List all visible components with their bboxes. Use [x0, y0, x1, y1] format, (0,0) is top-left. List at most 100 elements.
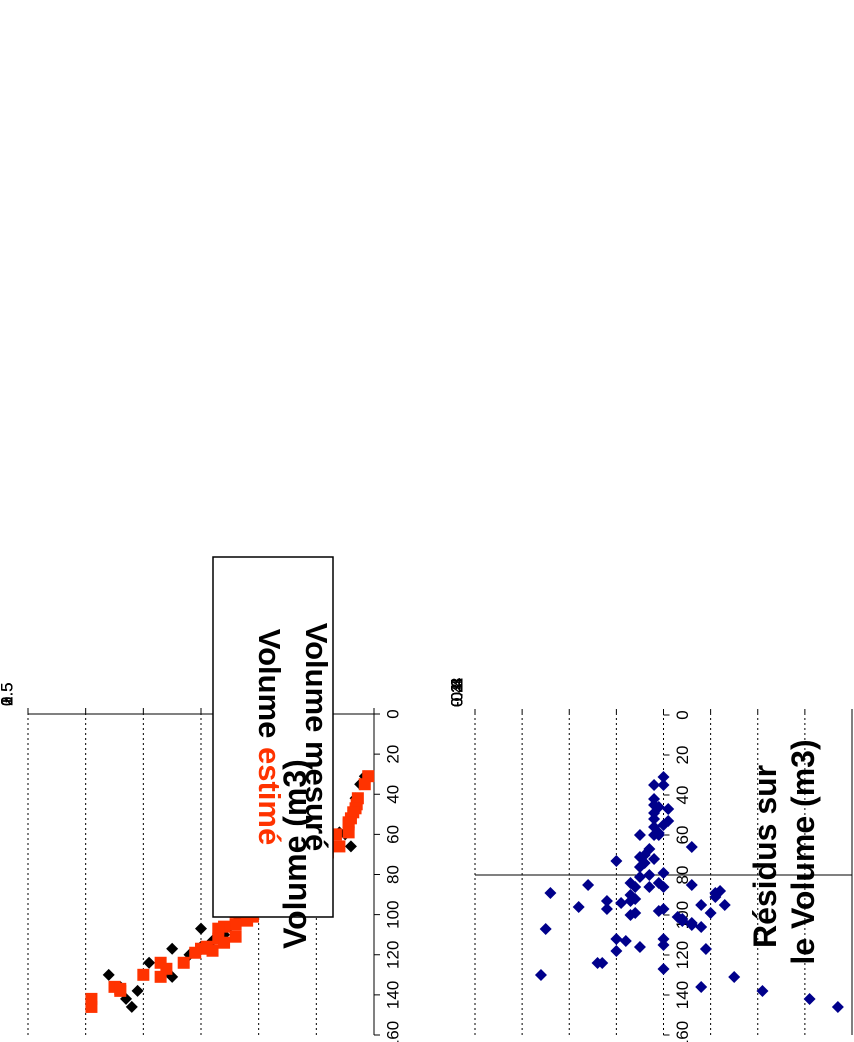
- data-point-residual: [671, 911, 684, 923]
- y-tick-label: 0.5: [0, 682, 16, 706]
- data-point-residual: [685, 879, 698, 891]
- data-point-residual: [600, 903, 613, 915]
- data-point-measured: [195, 922, 207, 935]
- data-point-estimated: [229, 930, 242, 943]
- data-point-residual: [633, 871, 646, 883]
- data-point-residual: [629, 893, 642, 905]
- data-point-residual: [657, 881, 670, 893]
- legend-box: [212, 556, 334, 918]
- data-point-estimated: [358, 778, 371, 791]
- y-axis-label: Volume (m3): [277, 759, 313, 949]
- x-tick-label: 160: [383, 1021, 402, 1042]
- data-point-residual: [648, 853, 661, 865]
- data-point-residual: [648, 779, 661, 791]
- data-point-residual: [662, 803, 675, 815]
- data-point-residual: [695, 899, 708, 911]
- x-tick-label: 40: [673, 786, 692, 805]
- data-point-estimated: [85, 1000, 98, 1013]
- y-tick-label: 2.5: [0, 682, 16, 706]
- data-point-estimated: [229, 918, 242, 931]
- data-point-residual: [544, 887, 557, 899]
- y-tick-label: 1: [0, 697, 16, 706]
- data-point-residual: [695, 921, 708, 933]
- data-point-residual: [582, 879, 595, 891]
- data-point-residual: [657, 939, 670, 951]
- data-point-residual: [709, 891, 722, 903]
- data-point-residual: [657, 819, 670, 831]
- y-axis-label-line-2: le Volume (m3): [785, 739, 821, 964]
- data-point-residual: [624, 895, 637, 907]
- data-points: [534, 771, 844, 1013]
- y-tick-label: -0.3: [447, 678, 466, 707]
- data-point-residual: [610, 855, 623, 867]
- data-point-residual: [704, 907, 717, 919]
- data-point-residual: [652, 905, 665, 917]
- data-point-residual: [629, 881, 642, 893]
- data-point-measured: [102, 968, 115, 981]
- data-point-estimated: [177, 956, 190, 969]
- y-tick-label: 0.2: [447, 683, 466, 707]
- x-tick-label: 60: [673, 826, 692, 845]
- data-point-residual: [685, 841, 698, 853]
- data-point-residual: [633, 941, 646, 953]
- y-tick-label: 0.1: [447, 683, 466, 707]
- data-point-residual: [610, 945, 623, 957]
- data-point-estimated: [342, 826, 355, 839]
- y-tick-label: 0: [447, 698, 466, 707]
- data-point-residual: [728, 971, 741, 983]
- x-tick-label: 60: [383, 825, 402, 844]
- y-tick-label: -0.2: [447, 678, 466, 707]
- y-tick-label: 3: [0, 697, 16, 706]
- y-axis-label-line-1: Résidus sur: [747, 765, 783, 948]
- data-point-measured: [125, 1000, 138, 1013]
- y-tick-label: 1.5: [0, 682, 16, 706]
- data-point-residual: [699, 943, 712, 955]
- y-axis-ticks: 00.511.522.53: [0, 682, 375, 714]
- data-point-measured: [131, 984, 144, 997]
- y-tick-label: 0: [0, 697, 16, 706]
- data-point-residual: [534, 969, 547, 981]
- x-tick-label: 20: [383, 745, 402, 764]
- chart-legend: Volume mesuré Volume estimé: [212, 556, 334, 918]
- x-tick-label: 80: [383, 865, 402, 884]
- data-point-estimated: [218, 936, 231, 949]
- data-point-residual: [648, 813, 661, 825]
- x-tick-label: 80: [673, 866, 692, 885]
- x-tick-label: 100: [383, 900, 402, 928]
- data-point-residual: [831, 1001, 844, 1013]
- y-axis-ticks: -0.4-0.3-0.2-0.100.10.20.30.4: [447, 678, 853, 715]
- legend-entry-estimated: Volume estimé: [252, 629, 287, 846]
- y-tick-label: 0.3: [447, 683, 466, 707]
- data-point-residual: [539, 923, 552, 935]
- legend-entry-measured: Volume mesuré: [299, 623, 334, 852]
- y-axis-label: Résidus sur le Volume (m3): [747, 739, 821, 964]
- data-point-residual: [591, 957, 604, 969]
- data-point-residual: [619, 935, 632, 947]
- data-point-residual: [652, 829, 665, 841]
- data-point-residual: [633, 861, 646, 873]
- x-tick-label: 140: [673, 981, 692, 1009]
- data-point-residual: [624, 909, 637, 921]
- x-tick-label: 140: [383, 981, 402, 1009]
- x-tick-label: 160: [673, 1021, 692, 1042]
- data-point-residual: [718, 899, 731, 911]
- data-point-estimated: [137, 968, 150, 981]
- data-point-residual: [633, 829, 646, 841]
- legend-estimated-word-2: estimé: [252, 747, 287, 845]
- data-point-measured: [166, 942, 179, 955]
- y-tick-label: 2: [0, 697, 16, 706]
- data-point-residual: [756, 985, 769, 997]
- data-point-measured: [166, 970, 179, 983]
- x-tick-label: 0: [383, 709, 402, 718]
- data-point-residual: [600, 895, 613, 907]
- x-tick-label: 0: [673, 710, 692, 719]
- y-tick-label: 0.4: [447, 683, 466, 707]
- data-point-residual: [572, 901, 585, 913]
- data-point-residual: [610, 933, 623, 945]
- data-point-residual: [648, 799, 661, 811]
- data-point-measured: [143, 956, 156, 969]
- data-point-estimated: [154, 970, 167, 983]
